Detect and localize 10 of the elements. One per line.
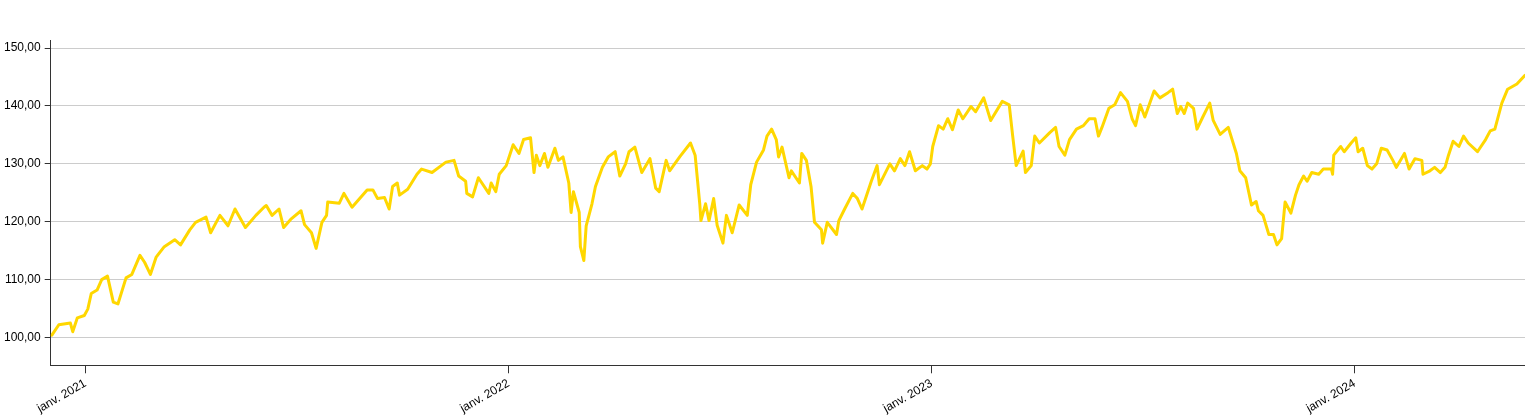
y-tick-label: 150,00 <box>4 40 42 55</box>
x-tick-label: janv. 2021 <box>33 375 89 416</box>
y-tick-label: 140,00 <box>4 98 42 113</box>
y-tick-label: 130,00 <box>4 156 42 171</box>
x-tick-label: janv. 2022 <box>456 375 512 416</box>
y-tick-label: 100,00 <box>4 329 42 344</box>
y-tick-label: 120,00 <box>4 214 42 229</box>
x-tick-label: janv. 2024 <box>1302 375 1359 416</box>
x-tick-label: janv. 2023 <box>879 375 936 416</box>
y-tick-label: 110,00 <box>4 271 42 286</box>
